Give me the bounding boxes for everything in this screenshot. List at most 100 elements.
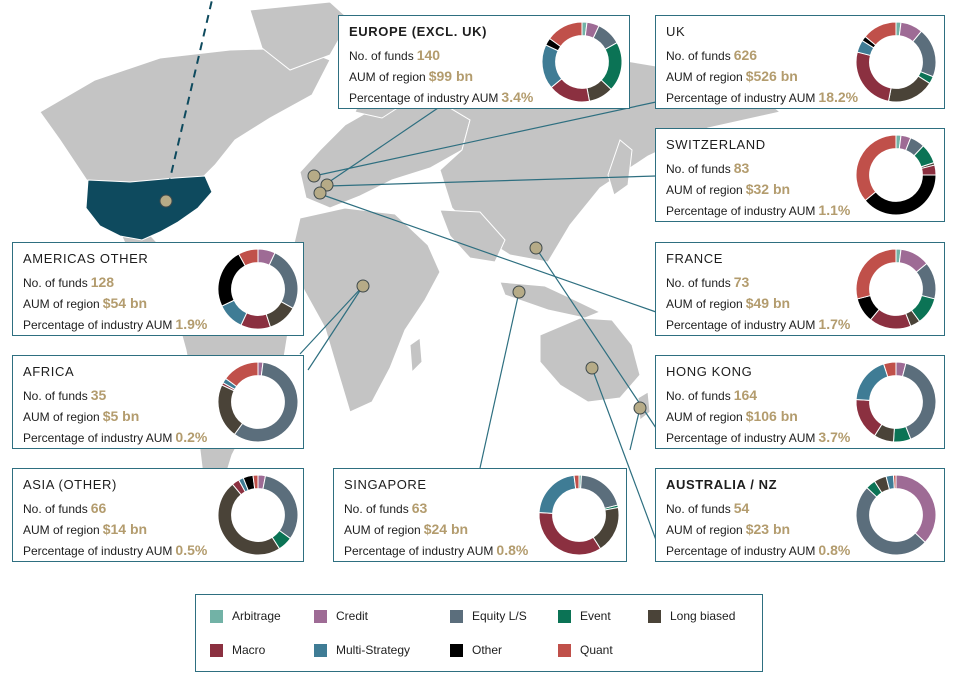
aum-value: $54 bn bbox=[102, 295, 148, 311]
aum-value: $99 bn bbox=[428, 68, 474, 84]
marker-australia bbox=[585, 361, 599, 375]
donut-slice-quant bbox=[224, 361, 259, 388]
legend-item-multi-strategy: Multi-Strategy bbox=[314, 643, 410, 657]
pct-value: 0.5% bbox=[175, 542, 208, 558]
funds-label: No. of funds bbox=[666, 389, 731, 403]
donut-slice-quant bbox=[864, 21, 897, 46]
funds-value: 54 bbox=[733, 500, 750, 516]
region-title: UK bbox=[666, 24, 686, 39]
us-dashed-pointer bbox=[164, 0, 213, 201]
pct-label: Percentage of industry AUM bbox=[666, 544, 816, 558]
aum-value: $49 bn bbox=[745, 295, 791, 311]
pct-value: 0.8% bbox=[818, 542, 851, 558]
pct-value: 3.7% bbox=[818, 429, 851, 445]
aum-label: AUM of region bbox=[666, 297, 743, 311]
legend-swatch-equity bbox=[450, 609, 463, 623]
funds-label: No. of funds bbox=[23, 502, 88, 516]
donut-slice-long bbox=[265, 301, 294, 328]
funds-label: No. of funds bbox=[344, 502, 409, 516]
marker-africa bbox=[356, 279, 370, 293]
legend-label: Credit bbox=[336, 609, 369, 623]
legend-label: Quant bbox=[580, 643, 613, 657]
legend: Arbitrage Credit Equity L/S Event Long b… bbox=[195, 594, 763, 672]
region-title: EUROPE (EXCL. UK) bbox=[349, 24, 488, 39]
legend-swatch-event bbox=[558, 609, 571, 623]
aum-label: AUM of region bbox=[23, 523, 100, 537]
legend-item-event: Event bbox=[558, 609, 611, 623]
funds-label: No. of funds bbox=[23, 389, 88, 403]
marker-hong-kong bbox=[529, 241, 543, 255]
pct-label: Percentage of industry AUM bbox=[23, 431, 173, 445]
pct-value: 0.8% bbox=[496, 542, 529, 558]
donut-africa bbox=[217, 361, 299, 443]
region-title: AFRICA bbox=[23, 364, 75, 379]
funds-label: No. of funds bbox=[23, 276, 88, 290]
aum-label: AUM of region bbox=[23, 410, 100, 424]
region-title: AUSTRALIA / NZ bbox=[666, 477, 778, 492]
funds-value: 140 bbox=[416, 47, 441, 63]
pct-label: Percentage of industry AUM bbox=[666, 91, 816, 105]
pct-label: Percentage of industry AUM bbox=[23, 318, 173, 332]
aum-label: AUM of region bbox=[23, 297, 100, 311]
legend-label: Macro bbox=[232, 643, 266, 657]
donut-slice-long bbox=[887, 75, 931, 103]
funds-label: No. of funds bbox=[666, 49, 731, 63]
donut-switzerland bbox=[855, 134, 937, 216]
funds-value: 128 bbox=[90, 274, 115, 290]
donut-slice-equity bbox=[855, 486, 926, 556]
region-title: SWITZERLAND bbox=[666, 137, 766, 152]
funds-value: 83 bbox=[733, 160, 750, 176]
region-title: AMERICAS OTHER bbox=[23, 251, 149, 266]
donut-slice-quant bbox=[855, 134, 897, 202]
aum-label: AUM of region bbox=[349, 70, 426, 84]
pct-value: 1.7% bbox=[818, 316, 851, 332]
donut-slice-other bbox=[217, 253, 246, 307]
pct-value: 1.1% bbox=[818, 202, 851, 218]
pct-value: 0.2% bbox=[175, 429, 208, 445]
aum-value: $32 bn bbox=[745, 181, 791, 197]
donut-slice-equity bbox=[233, 361, 299, 443]
funds-value: 35 bbox=[90, 387, 107, 403]
legend-item-credit: Credit bbox=[314, 609, 368, 623]
legend-item-macro: Macro bbox=[210, 643, 265, 657]
card-hong-kong: HONG KONG No. of funds 164 AUM of region $… bbox=[655, 355, 945, 449]
donut-australia-nz bbox=[855, 474, 937, 556]
funds-label: No. of funds bbox=[349, 49, 414, 63]
donut-singapore bbox=[538, 474, 620, 556]
card-australia-nz: AUSTRALIA / NZ No. of funds 54 AUM of reg… bbox=[655, 468, 945, 562]
pct-value: 3.4% bbox=[501, 89, 534, 105]
pct-label: Percentage of industry AUM bbox=[23, 544, 173, 558]
marker-us bbox=[159, 194, 173, 208]
donut-europe bbox=[541, 21, 623, 103]
donut-slice-equity bbox=[912, 30, 937, 78]
legend-item-long-biased: Long biased bbox=[648, 609, 735, 623]
donut-slice-equity bbox=[262, 475, 299, 540]
africa-land bbox=[291, 207, 441, 413]
donut-slice-equity bbox=[901, 362, 937, 440]
donut-americas-other bbox=[217, 248, 299, 330]
india-land bbox=[439, 209, 506, 263]
united-states-highlight bbox=[85, 175, 213, 241]
australia-land bbox=[539, 317, 641, 403]
legend-swatch-macro bbox=[210, 643, 223, 657]
funds-label: No. of funds bbox=[666, 502, 731, 516]
pct-value: 1.9% bbox=[175, 316, 208, 332]
aum-value: $5 bn bbox=[102, 408, 140, 424]
legend-item-equity: Equity L/S bbox=[450, 609, 527, 623]
legend-label: Event bbox=[580, 609, 611, 623]
donut-slice-multi bbox=[538, 474, 577, 514]
pct-value: 18.2% bbox=[818, 89, 859, 105]
donut-slice-quant bbox=[883, 361, 897, 378]
funds-value: 164 bbox=[733, 387, 758, 403]
donut-slice-other bbox=[864, 174, 937, 216]
pct-label: Percentage of industry AUM bbox=[666, 431, 816, 445]
donut-hong-kong bbox=[855, 361, 937, 443]
marker-switzerland bbox=[313, 186, 327, 200]
japan-land bbox=[607, 139, 633, 196]
pct-label: Percentage of industry AUM bbox=[349, 91, 499, 105]
funds-label: No. of funds bbox=[666, 276, 731, 290]
aum-label: AUM of region bbox=[666, 523, 743, 537]
aum-value: $106 bn bbox=[745, 408, 798, 424]
marker-new-zealand bbox=[633, 401, 647, 415]
legend-swatch-quant bbox=[558, 643, 571, 657]
